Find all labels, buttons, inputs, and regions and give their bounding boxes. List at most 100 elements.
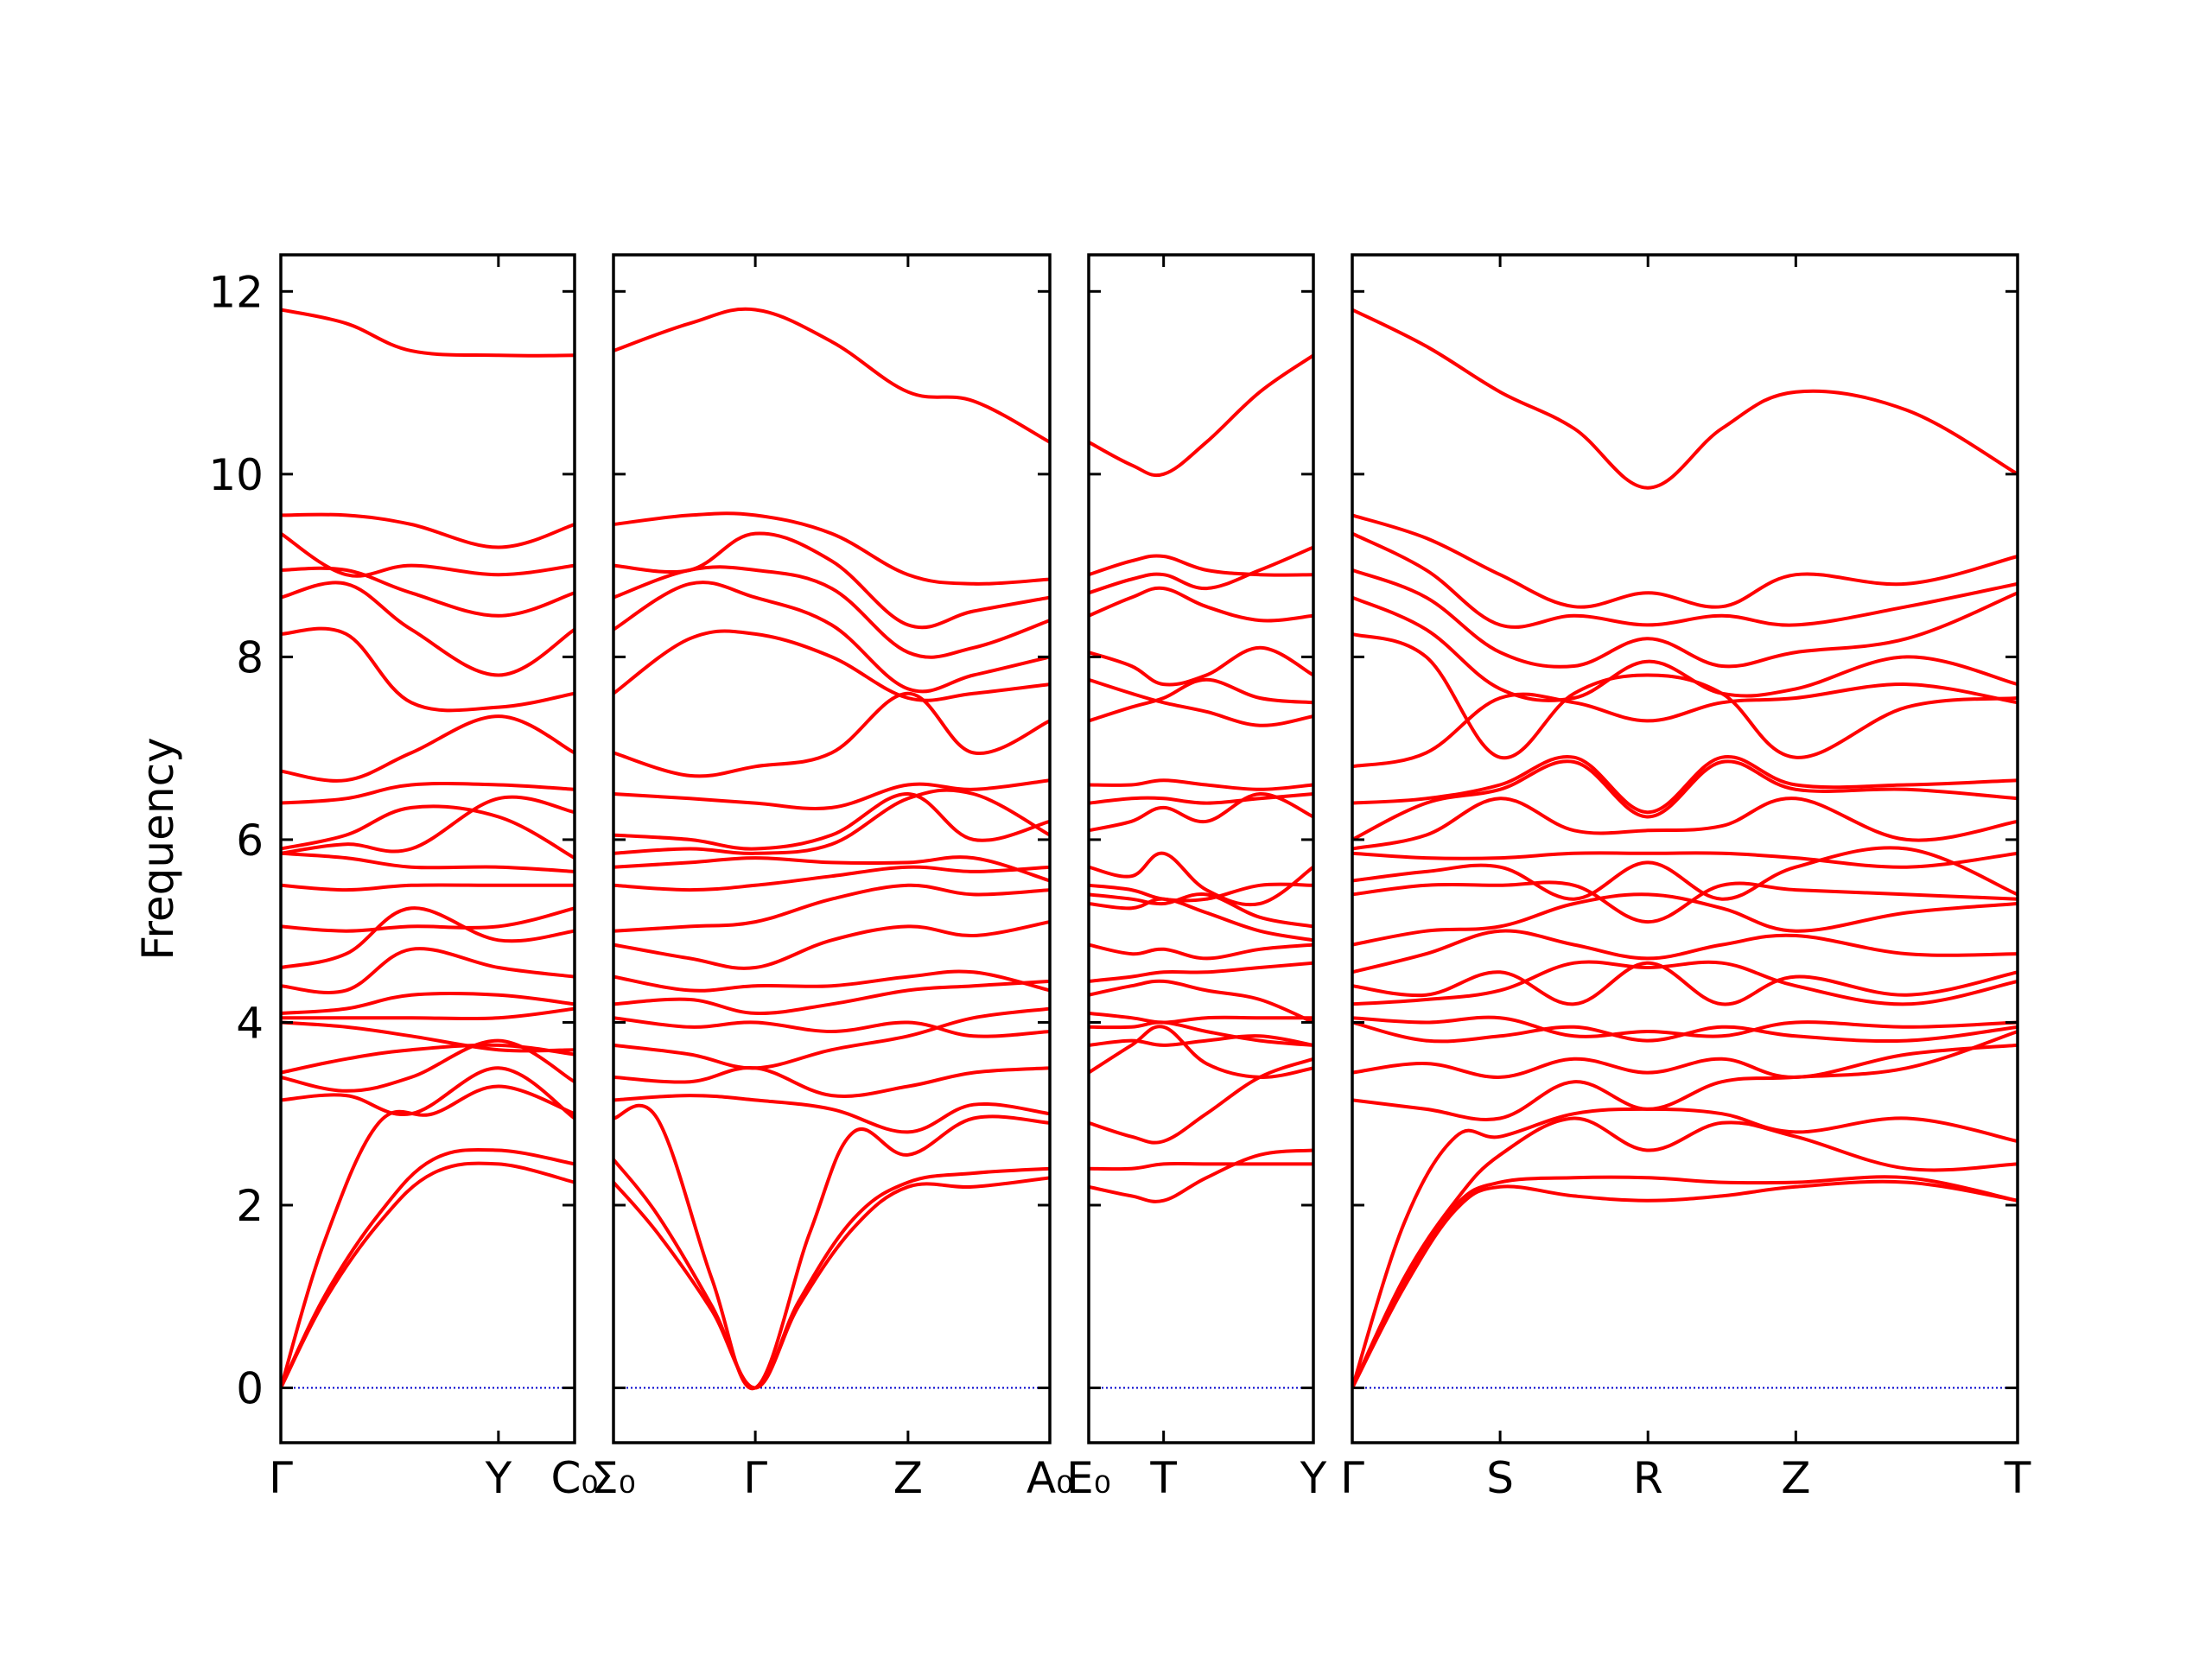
- y-axis: 0 2 4 6 8 10 12: [208, 267, 264, 1413]
- band-line-1: [281, 308, 575, 358]
- band-line-3: [281, 531, 575, 578]
- band-line-3: [1089, 545, 1313, 595]
- x-tick-label: Γ: [1340, 1453, 1364, 1503]
- panel-frame: [1351, 253, 2019, 1444]
- band-line-14: [1089, 897, 1313, 943]
- band-line-9: [1352, 759, 2018, 841]
- band-line-13: [1352, 880, 2018, 924]
- bands: [1352, 308, 2018, 1390]
- band-line-1: [613, 307, 1050, 444]
- panel-2: Σ₀ Γ Z A₀: [591, 253, 1073, 1503]
- band-line-7: [281, 714, 575, 783]
- band-line-25: [1352, 1179, 2018, 1390]
- x-tick-label: Σ₀: [591, 1453, 636, 1503]
- band-line-13: [281, 906, 575, 933]
- y-axis-label: Frequency: [133, 737, 183, 960]
- band-line-22: [281, 1084, 575, 1390]
- x-tick-label: R: [1633, 1453, 1663, 1503]
- band-line-22: [1352, 1107, 2018, 1390]
- band-line-17: [613, 1016, 1050, 1038]
- band-line-12: [1352, 846, 2018, 901]
- band-line-16: [281, 991, 575, 1015]
- band-line-15: [281, 947, 575, 994]
- band-line-13: [1089, 892, 1313, 929]
- x-tick-label: Γ: [269, 1453, 293, 1503]
- band-line-19: [613, 1066, 1050, 1098]
- x-tick-label: Γ: [743, 1453, 767, 1503]
- y-tick-label: 0: [236, 1364, 264, 1414]
- band-line-19: [1352, 1020, 2018, 1044]
- band-line-5: [1089, 645, 1313, 687]
- bands: [1089, 353, 1313, 1203]
- band-line-11: [1352, 851, 2018, 869]
- x-tick-label: T: [1149, 1453, 1177, 1503]
- band-line-16: [1352, 961, 2018, 1006]
- band-line-8: [281, 781, 575, 805]
- band-line-8: [613, 778, 1050, 810]
- band-line-5: [281, 581, 575, 677]
- band-line-17: [281, 1006, 575, 1021]
- band-line-24: [1352, 1175, 2018, 1390]
- x-tick-label: S: [1486, 1453, 1514, 1503]
- band-line-15: [1352, 929, 2018, 974]
- band-line-19: [1089, 1020, 1313, 1047]
- band-line-6: [1352, 632, 2018, 760]
- band-line-5: [1352, 595, 2018, 702]
- x-tick-label: Y: [1300, 1453, 1327, 1503]
- x-tick-label: T: [2004, 1453, 2031, 1503]
- band-line-10: [613, 788, 1050, 855]
- band-line-14: [613, 920, 1050, 970]
- band-line-2: [1089, 554, 1313, 577]
- band-line-18: [613, 1006, 1050, 1070]
- band-line-13: [613, 883, 1050, 933]
- panel-frame: [1087, 253, 1315, 1444]
- band-line-23: [1352, 1116, 2018, 1390]
- band-line-16: [613, 979, 1050, 1015]
- band-line-11: [613, 855, 1050, 883]
- band-line-2: [1352, 513, 2018, 609]
- band-line-12: [281, 883, 575, 892]
- band-line-20: [1352, 1043, 2018, 1079]
- band-line-24: [281, 1161, 575, 1390]
- panel-1: Γ Y C₀: [269, 253, 598, 1503]
- band-line-7: [1352, 682, 2018, 769]
- band-line-2: [613, 511, 1050, 586]
- band-line-21: [281, 1066, 575, 1120]
- bands: [613, 307, 1050, 1391]
- y-tick-label: 6: [236, 816, 264, 866]
- band-line-9: [1089, 792, 1313, 805]
- band-line-4: [281, 566, 575, 618]
- band-line-24: [1089, 1148, 1313, 1203]
- band-line-23: [613, 1176, 1050, 1390]
- band-line-5: [613, 581, 1050, 694]
- band-line-9: [613, 791, 1050, 851]
- band-line-10: [1352, 797, 2018, 851]
- x-tick-label: Z: [1781, 1453, 1810, 1503]
- band-line-10: [281, 795, 575, 855]
- band-line-3: [1352, 531, 2018, 629]
- band-line-20: [281, 1038, 575, 1093]
- band-line-8: [1352, 754, 2018, 815]
- panel-3: E₀ T Y: [1066, 253, 1327, 1503]
- x-tick-label: Y: [485, 1453, 512, 1503]
- y-tick-label: 10: [208, 450, 264, 500]
- band-line-22: [1089, 1057, 1313, 1145]
- band-line-9: [281, 804, 575, 860]
- band-line-17: [1352, 960, 2018, 1006]
- band-line-15: [613, 969, 1050, 993]
- x-tick-label: A₀: [1027, 1453, 1073, 1503]
- band-line-14: [1352, 892, 2018, 947]
- band-line-6: [281, 626, 575, 713]
- bands: [281, 308, 575, 1390]
- panel-frame: [279, 253, 576, 1444]
- band-line-1: [1089, 353, 1313, 478]
- band-line-15: [1089, 943, 1313, 961]
- x-tick-label: E₀: [1066, 1453, 1111, 1503]
- band-line-23: [1089, 1162, 1313, 1171]
- band-line-6: [1089, 677, 1313, 727]
